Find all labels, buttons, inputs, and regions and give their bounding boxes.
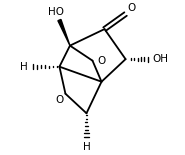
- Text: H: H: [20, 62, 28, 72]
- Text: O: O: [56, 95, 64, 105]
- Text: O: O: [127, 2, 135, 13]
- Text: HO: HO: [48, 7, 64, 17]
- Text: H: H: [83, 142, 90, 152]
- Polygon shape: [58, 19, 70, 46]
- Text: O: O: [97, 56, 105, 66]
- Text: OH: OH: [153, 54, 169, 64]
